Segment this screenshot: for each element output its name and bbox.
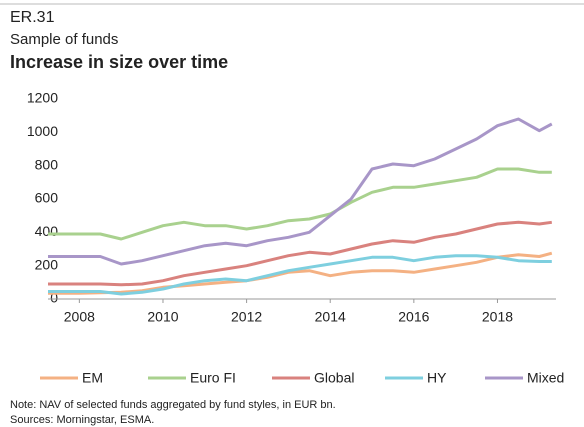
- y-tick-label: 600: [35, 190, 59, 206]
- legend-label: Mixed: [527, 370, 564, 386]
- y-tick-label: 1200: [27, 90, 58, 106]
- y-tick-label: 200: [35, 256, 59, 272]
- y-tick-label: 800: [35, 156, 59, 172]
- chart-title: Increase in size over time: [10, 52, 228, 72]
- series-line: [48, 117, 553, 266]
- series-line: [48, 220, 553, 287]
- source: Sources: Morningstar, ESMA.: [10, 414, 154, 426]
- x-tick-label: 2018: [482, 309, 513, 325]
- legend-label: Global: [314, 370, 354, 386]
- x-tick-label: 2010: [147, 309, 178, 325]
- legend-label: Euro FI: [190, 370, 236, 386]
- note: Note: NAV of selected funds aggregated b…: [10, 399, 336, 411]
- series-line: [48, 251, 553, 295]
- y-tick-label: 0: [50, 290, 58, 306]
- y-tick-label: 400: [35, 223, 59, 239]
- series-line: [48, 254, 552, 296]
- legend-label: EM: [82, 370, 103, 386]
- chart-code: ER.31: [10, 9, 55, 26]
- y-tick-label: 1000: [27, 123, 58, 139]
- x-tick-label: 2012: [231, 309, 262, 325]
- legend-label: HY: [427, 370, 447, 386]
- series-line: [48, 167, 552, 241]
- x-tick-label: 2016: [398, 309, 429, 325]
- x-tick-label: 2008: [64, 309, 95, 325]
- x-tick-label: 2014: [315, 309, 346, 325]
- chart-subtitle: Sample of funds: [10, 31, 118, 48]
